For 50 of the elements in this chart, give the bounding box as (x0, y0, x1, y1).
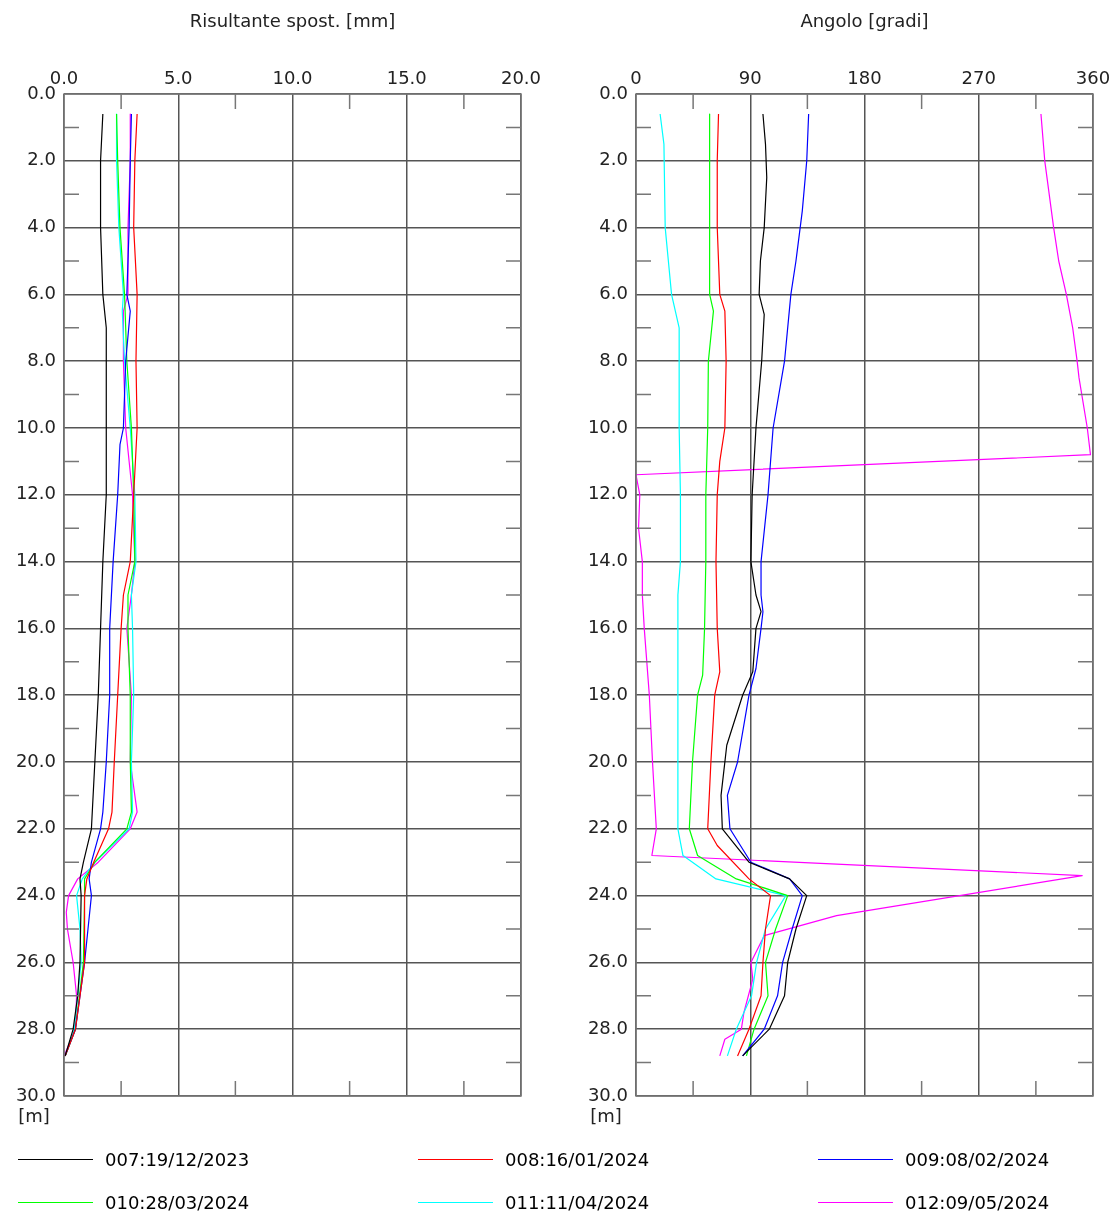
legend-label: 009:08/02/2024 (905, 1149, 1050, 1170)
x-tick-label: 180 (847, 66, 882, 88)
x-axis-title: Risultante spost. [mm] (189, 10, 396, 32)
y-tick-label: 6.0 (599, 282, 628, 304)
y-tick-label: 24.0 (15, 883, 56, 905)
y-tick-label: 30.0 (15, 1083, 56, 1105)
x-tick-label: 10.0 (272, 66, 313, 88)
x-tick-label: 90 (738, 66, 762, 88)
x-axis-title: Angolo [gradi] (800, 10, 929, 32)
y-tick-label: 10.0 (15, 415, 56, 437)
y-tick-label: 28.0 (15, 1016, 56, 1038)
legend-label: 010:28/03/2024 (105, 1192, 250, 1213)
x-tick-label: 15.0 (386, 66, 427, 88)
x-tick-label: 20.0 (500, 66, 542, 88)
y-tick-label: 26.0 (587, 950, 628, 972)
y-tick-label: 10.0 (587, 415, 628, 437)
y-tick-label: 0.0 (599, 81, 628, 103)
y-tick-label: 22.0 (15, 816, 56, 838)
legend-label: 007:19/12/2023 (105, 1149, 250, 1170)
y-tick-label: 14.0 (587, 549, 628, 571)
y-tick-label: 20.0 (15, 749, 56, 771)
x-tick-label: 5.0 (163, 66, 193, 88)
x-tick-label: 0 (630, 66, 642, 88)
y-tick-label: 12.0 (587, 482, 628, 504)
y-axis-title: [m] (18, 1104, 50, 1126)
y-tick-label: 30.0 (587, 1083, 628, 1105)
y-tick-label: 6.0 (27, 282, 56, 304)
y-tick-label: 8.0 (27, 348, 56, 370)
y-tick-label: 26.0 (15, 950, 56, 972)
y-tick-label: 2.0 (599, 148, 628, 170)
legend-label: 012:09/05/2024 (905, 1192, 1050, 1213)
y-tick-label: 16.0 (15, 616, 56, 638)
x-tick-label: 270 (961, 66, 996, 88)
y-tick-label: 20.0 (587, 749, 628, 771)
y-tick-label: 4.0 (599, 215, 628, 237)
y-tick-label: 24.0 (587, 883, 628, 905)
y-tick-label: 16.0 (587, 616, 628, 638)
y-tick-label: 18.0 (587, 682, 628, 704)
y-tick-label: 2.0 (27, 148, 56, 170)
y-tick-label: 12.0 (15, 482, 56, 504)
x-tick-label: 360 (1075, 66, 1111, 88)
y-tick-label: 8.0 (599, 348, 628, 370)
y-tick-label: 14.0 (15, 549, 56, 571)
y-axis-title: [m] (590, 1104, 622, 1126)
legend-label: 011:11/04/2024 (505, 1192, 650, 1213)
y-tick-label: 4.0 (27, 215, 56, 237)
y-tick-label: 18.0 (15, 682, 56, 704)
legend-label: 008:16/01/2024 (505, 1149, 650, 1170)
y-tick-label: 28.0 (587, 1016, 628, 1038)
y-tick-label: 22.0 (587, 816, 628, 838)
